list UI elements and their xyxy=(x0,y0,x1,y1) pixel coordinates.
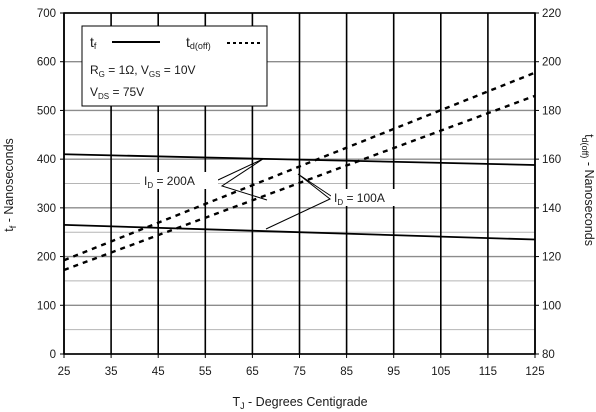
x-tick-label: 95 xyxy=(387,366,400,378)
legend: tf td(off) RG = 1Ω, VGS = 10V VDS = 75V xyxy=(81,25,268,107)
legend-td-label: td(off) xyxy=(186,34,211,51)
y-left-tick-label: 700 xyxy=(37,8,56,20)
series-lines xyxy=(63,71,536,272)
tf-series-100a xyxy=(63,224,536,241)
legend-box xyxy=(81,25,268,107)
leader-200a xyxy=(217,158,268,201)
td-off-series-200a xyxy=(63,71,536,262)
legend-tf-label: tf xyxy=(90,34,97,51)
x-tick-label: 115 xyxy=(479,366,497,378)
y-right-tick-label: 180 xyxy=(542,105,561,117)
y-left-axis-title: tf - Nanoseconds xyxy=(2,138,18,232)
y-left-tick-label: 100 xyxy=(37,300,56,312)
y-left-tick-label: 400 xyxy=(37,154,56,166)
y-right-tick-label: 220 xyxy=(542,8,561,20)
condition-annotations xyxy=(217,158,332,230)
x-axis-title: TJ - Degrees Centigrade xyxy=(232,395,367,411)
y-right-tick-label: 80 xyxy=(542,349,555,361)
annotation-id-200a: ID = 200A xyxy=(144,174,195,190)
y-right-tick-label: 100 xyxy=(542,300,561,312)
y-right-tick-label: 140 xyxy=(542,203,561,215)
y-left-tick-label: 300 xyxy=(37,203,56,215)
y-left-tick-label: 500 xyxy=(37,105,56,117)
annotation-200a-bg xyxy=(140,172,218,189)
y-left-tick-label: 600 xyxy=(37,57,56,69)
y-right-axis-title: td(off) - Nanoseconds xyxy=(580,134,596,246)
td-off-series-100a xyxy=(63,94,536,272)
x-tick-label: 25 xyxy=(58,366,71,378)
annotation-id-100a: ID = 100A xyxy=(334,191,385,207)
x-tick-label: 45 xyxy=(152,366,165,378)
legend-conditions-line2: VDS = 75V xyxy=(90,85,144,101)
x-tick-label: 55 xyxy=(199,366,212,378)
y-right-tick-label: 160 xyxy=(542,154,561,166)
y-left-tick-label: 0 xyxy=(50,349,56,361)
y-left-tick-label: 200 xyxy=(37,252,56,264)
x-tick-label: 65 xyxy=(246,366,259,378)
y-right-tick-label: 120 xyxy=(542,252,561,264)
leader-100a xyxy=(265,173,332,230)
x-tick-label: 35 xyxy=(105,366,118,378)
x-tick-label: 75 xyxy=(293,366,306,378)
legend-conditions-line1: RG = 1Ω, VGS = 10V xyxy=(90,63,196,79)
tf-series-200a xyxy=(63,153,536,166)
annotation-100a-bg xyxy=(331,189,407,206)
x-tick-label: 105 xyxy=(431,366,450,378)
x-tick-label: 85 xyxy=(340,366,353,378)
tick-labels: 25 35 45 55 65 75 85 95 105 115 125 0 100 200 300 400 50… xyxy=(37,8,561,378)
x-tick-label: 125 xyxy=(525,366,544,378)
y-right-tick-label: 200 xyxy=(542,57,561,69)
